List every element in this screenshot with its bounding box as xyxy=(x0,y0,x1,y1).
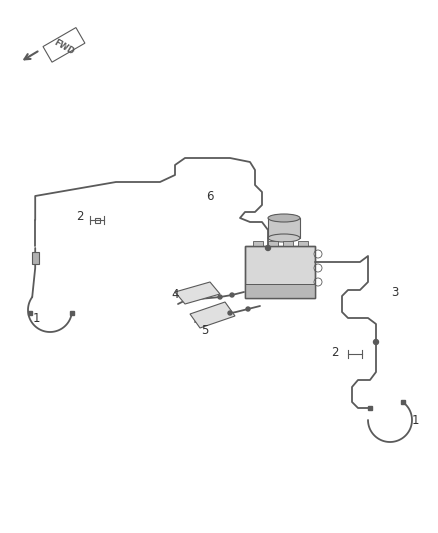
Circle shape xyxy=(228,311,232,315)
Text: 4: 4 xyxy=(171,287,179,301)
Circle shape xyxy=(374,340,378,344)
Circle shape xyxy=(314,278,322,286)
Circle shape xyxy=(314,264,322,272)
Text: 2: 2 xyxy=(331,345,339,359)
Text: 3: 3 xyxy=(391,286,399,298)
Bar xyxy=(95,217,99,222)
Bar xyxy=(245,246,315,298)
Bar xyxy=(268,241,278,246)
Ellipse shape xyxy=(268,234,300,242)
Circle shape xyxy=(230,293,234,297)
Bar xyxy=(283,241,293,246)
Text: 1: 1 xyxy=(411,414,419,426)
Circle shape xyxy=(246,307,250,311)
Text: FWD: FWD xyxy=(52,38,76,56)
Bar xyxy=(298,241,308,246)
Text: 2: 2 xyxy=(76,209,84,222)
Text: 1: 1 xyxy=(32,311,40,325)
Text: 6: 6 xyxy=(206,190,214,204)
Bar xyxy=(253,241,263,246)
Polygon shape xyxy=(190,302,235,328)
Circle shape xyxy=(265,246,271,251)
Circle shape xyxy=(314,250,322,258)
Bar xyxy=(32,252,39,264)
Bar xyxy=(245,284,315,298)
Bar xyxy=(245,246,315,298)
Ellipse shape xyxy=(268,214,300,222)
Text: 5: 5 xyxy=(201,324,208,336)
Circle shape xyxy=(218,295,222,299)
FancyBboxPatch shape xyxy=(43,28,85,62)
Polygon shape xyxy=(175,282,220,304)
Bar xyxy=(268,218,300,238)
